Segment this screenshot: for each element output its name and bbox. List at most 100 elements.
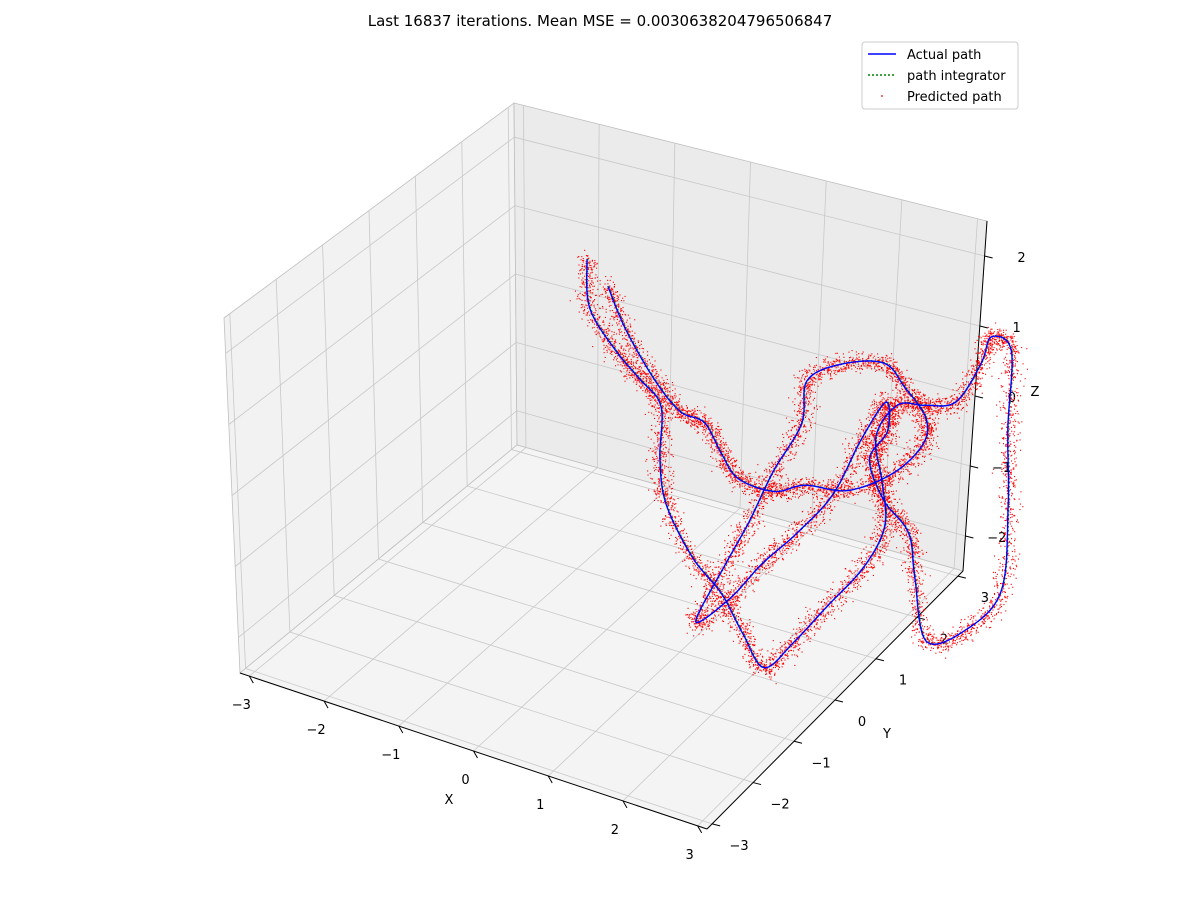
predicted-point xyxy=(758,649,760,651)
predicted-point xyxy=(740,618,742,620)
predicted-point xyxy=(732,640,734,642)
predicted-point xyxy=(1009,371,1011,373)
predicted-point xyxy=(662,412,664,414)
predicted-point xyxy=(803,641,805,643)
predicted-point xyxy=(913,409,915,411)
predicted-point xyxy=(1011,492,1013,494)
predicted-point xyxy=(1014,347,1016,349)
predicted-point xyxy=(596,326,598,328)
predicted-point xyxy=(1003,390,1005,392)
predicted-point xyxy=(821,601,823,603)
predicted-point xyxy=(731,607,733,609)
predicted-point xyxy=(975,629,977,631)
predicted-point xyxy=(1011,454,1013,456)
predicted-point xyxy=(941,640,943,642)
predicted-point xyxy=(1013,545,1015,547)
predicted-point xyxy=(834,597,836,599)
predicted-point xyxy=(652,459,654,461)
predicted-point xyxy=(671,438,673,440)
predicted-point xyxy=(654,404,656,406)
predicted-point xyxy=(583,283,585,285)
predicted-point xyxy=(578,297,580,299)
predicted-point xyxy=(860,575,862,577)
predicted-point xyxy=(1002,343,1004,345)
predicted-point xyxy=(639,375,641,377)
predicted-point xyxy=(744,653,746,655)
predicted-point xyxy=(935,411,937,413)
predicted-point xyxy=(664,453,666,455)
predicted-point xyxy=(845,601,847,603)
predicted-point xyxy=(947,633,949,635)
predicted-point xyxy=(1007,489,1009,491)
predicted-point xyxy=(887,405,889,407)
predicted-point xyxy=(639,377,641,379)
predicted-point xyxy=(663,478,665,480)
predicted-point xyxy=(734,603,736,605)
predicted-point xyxy=(1014,540,1016,542)
predicted-point xyxy=(887,454,889,456)
predicted-point xyxy=(762,661,764,663)
predicted-point xyxy=(937,409,939,411)
predicted-point xyxy=(1000,599,1002,601)
predicted-point xyxy=(662,395,664,397)
predicted-point xyxy=(813,634,815,636)
predicted-point xyxy=(985,341,987,343)
predicted-point xyxy=(879,438,881,440)
predicted-point xyxy=(737,612,739,614)
predicted-point xyxy=(667,420,669,422)
predicted-point xyxy=(986,334,988,336)
predicted-point xyxy=(688,558,690,560)
predicted-point xyxy=(832,611,834,613)
predicted-point xyxy=(1015,392,1017,394)
predicted-point xyxy=(642,372,644,374)
predicted-point xyxy=(945,644,947,646)
predicted-point xyxy=(837,591,839,593)
predicted-point xyxy=(872,463,874,465)
predicted-point xyxy=(1003,486,1005,488)
predicted-point xyxy=(705,568,707,570)
predicted-point xyxy=(971,377,973,379)
predicted-point xyxy=(1001,506,1003,508)
predicted-point xyxy=(761,655,763,657)
predicted-point xyxy=(587,255,589,257)
predicted-point xyxy=(1010,543,1012,545)
predicted-point xyxy=(1017,392,1019,394)
predicted-point xyxy=(878,485,880,487)
predicted-point xyxy=(905,408,907,410)
predicted-point xyxy=(770,663,772,665)
predicted-point xyxy=(945,636,947,638)
predicted-point xyxy=(722,589,724,591)
predicted-point xyxy=(755,653,757,655)
predicted-point xyxy=(930,638,932,640)
predicted-point xyxy=(1003,556,1005,558)
predicted-point xyxy=(610,351,612,353)
predicted-point xyxy=(586,284,588,286)
predicted-point xyxy=(1013,397,1015,399)
predicted-point xyxy=(650,402,652,404)
predicted-point xyxy=(612,338,614,340)
predicted-point xyxy=(994,585,996,587)
predicted-point xyxy=(1004,473,1006,475)
predicted-point xyxy=(788,644,790,646)
predicted-point xyxy=(927,638,929,640)
predicted-point xyxy=(875,552,877,554)
predicted-point xyxy=(851,573,853,575)
predicted-point xyxy=(939,651,941,653)
predicted-point xyxy=(832,581,834,583)
predicted-point xyxy=(873,434,875,436)
predicted-point xyxy=(854,587,856,589)
predicted-point xyxy=(926,602,928,604)
predicted-point xyxy=(908,548,910,550)
predicted-point xyxy=(883,481,885,483)
predicted-point xyxy=(986,347,988,349)
predicted-point xyxy=(613,357,615,359)
predicted-point xyxy=(879,486,881,488)
predicted-point xyxy=(1010,410,1012,412)
predicted-point xyxy=(880,427,882,429)
predicted-point xyxy=(711,576,713,578)
predicted-point xyxy=(655,448,657,450)
predicted-point xyxy=(791,634,793,636)
predicted-point xyxy=(878,432,880,434)
y-tick-mark xyxy=(834,699,844,703)
predicted-point xyxy=(805,632,807,634)
